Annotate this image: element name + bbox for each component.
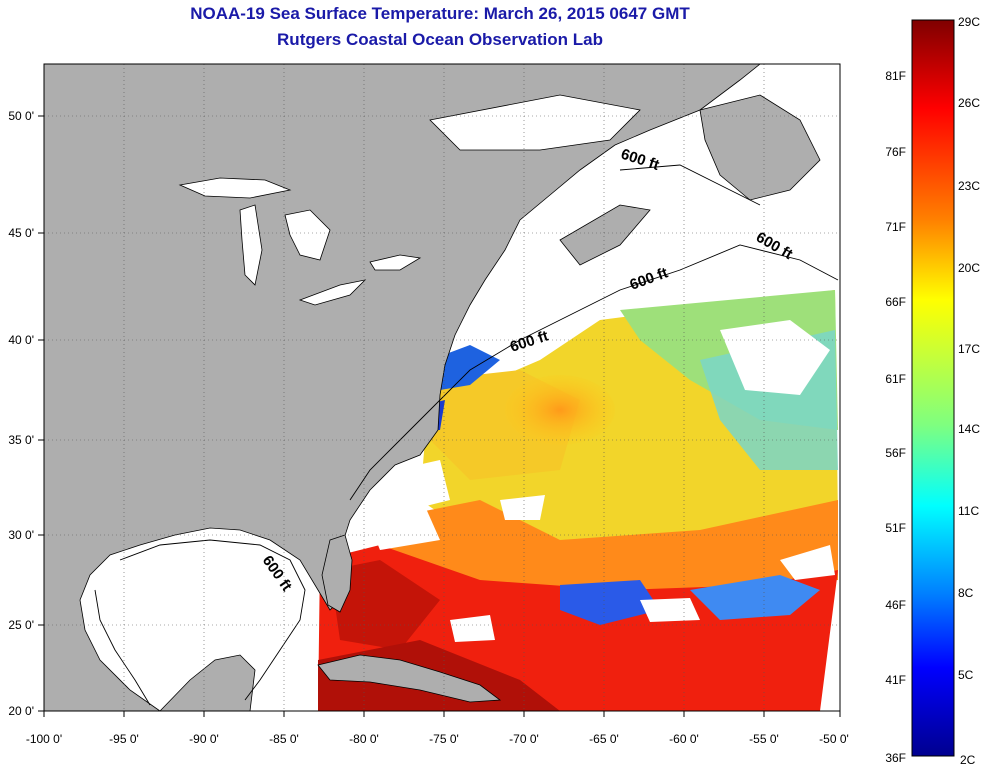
- map-title: NOAA-19 Sea Surface Temperature: March 2…: [190, 4, 690, 23]
- cb-celsius-label: 8C: [958, 586, 974, 600]
- lon-tick-label: -90 0': [189, 732, 219, 746]
- great-lakes: [178, 94, 641, 306]
- lon-tick-label: -60 0': [669, 732, 699, 746]
- cb-fahrenheit-label: 71F: [885, 220, 906, 234]
- cb-celsius-label: 23C: [958, 179, 980, 193]
- cb-fahrenheit-label: 76F: [885, 145, 906, 159]
- lat-tick-label: 20 0': [8, 704, 34, 718]
- cb-fahrenheit-label: 81F: [885, 69, 906, 83]
- cb-celsius-label: 26C: [958, 96, 980, 110]
- lat-tick-label: 50 0': [8, 109, 34, 123]
- lon-labels: -100 0' -95 0' -90 0' -85 0' -80 0' -75 …: [26, 732, 849, 746]
- cb-celsius-label: 11C: [958, 504, 979, 518]
- depth-contours: [94, 164, 839, 706]
- lat-tick-label: 40 0': [8, 333, 34, 347]
- sst-data-layer: [318, 290, 838, 711]
- lat-tick-label: 25 0': [8, 618, 34, 632]
- lon-tick-label: -50 0': [819, 732, 849, 746]
- cb-celsius-label: 14C: [958, 422, 980, 436]
- lat-labels: 20 0' 25 0' 30 0' 35 0' 40 0' 45 0' 50 0…: [8, 109, 34, 718]
- graticule: [44, 64, 840, 711]
- lon-tick-label: -65 0': [589, 732, 619, 746]
- lon-tick-label: -100 0': [26, 732, 62, 746]
- cb-celsius-label: 2C: [960, 753, 976, 767]
- lat-tick-label: 35 0': [8, 433, 34, 447]
- map-border: [43, 63, 841, 712]
- cb-fahrenheit-label: 66F: [885, 295, 906, 309]
- cb-fahrenheit-label: 56F: [885, 446, 906, 460]
- color-bar: 29C 26C 23C 20C 17C 14C 11C 8C 5C 2C 81F…: [885, 15, 980, 767]
- cb-celsius-label: 17C: [958, 342, 980, 356]
- color-bar-gradient: [911, 19, 955, 757]
- lon-tick-label: -80 0': [349, 732, 379, 746]
- axis-ticks: [38, 115, 841, 717]
- cb-celsius-label: 5C: [958, 668, 974, 682]
- land-masses: [43, 63, 821, 712]
- lat-tick-label: 45 0': [8, 226, 34, 240]
- lon-tick-label: -55 0': [749, 732, 779, 746]
- map-subtitle: Rutgers Coastal Ocean Observation Lab: [277, 30, 603, 49]
- cb-fahrenheit-label: 41F: [885, 673, 906, 687]
- cb-fahrenheit-label: 36F: [885, 751, 906, 765]
- cb-fahrenheit-label: 51F: [885, 521, 906, 535]
- lon-tick-label: -85 0': [269, 732, 299, 746]
- cb-fahrenheit-label: 46F: [885, 598, 906, 612]
- lon-tick-label: -75 0': [429, 732, 459, 746]
- cb-celsius-label: 29C: [958, 15, 980, 29]
- cb-fahrenheit-label: 61F: [885, 372, 906, 386]
- cb-celsius-label: 20C: [958, 261, 980, 275]
- lon-tick-label: -70 0': [509, 732, 539, 746]
- lat-tick-label: 30 0': [8, 528, 34, 542]
- lon-tick-label: -95 0': [109, 732, 139, 746]
